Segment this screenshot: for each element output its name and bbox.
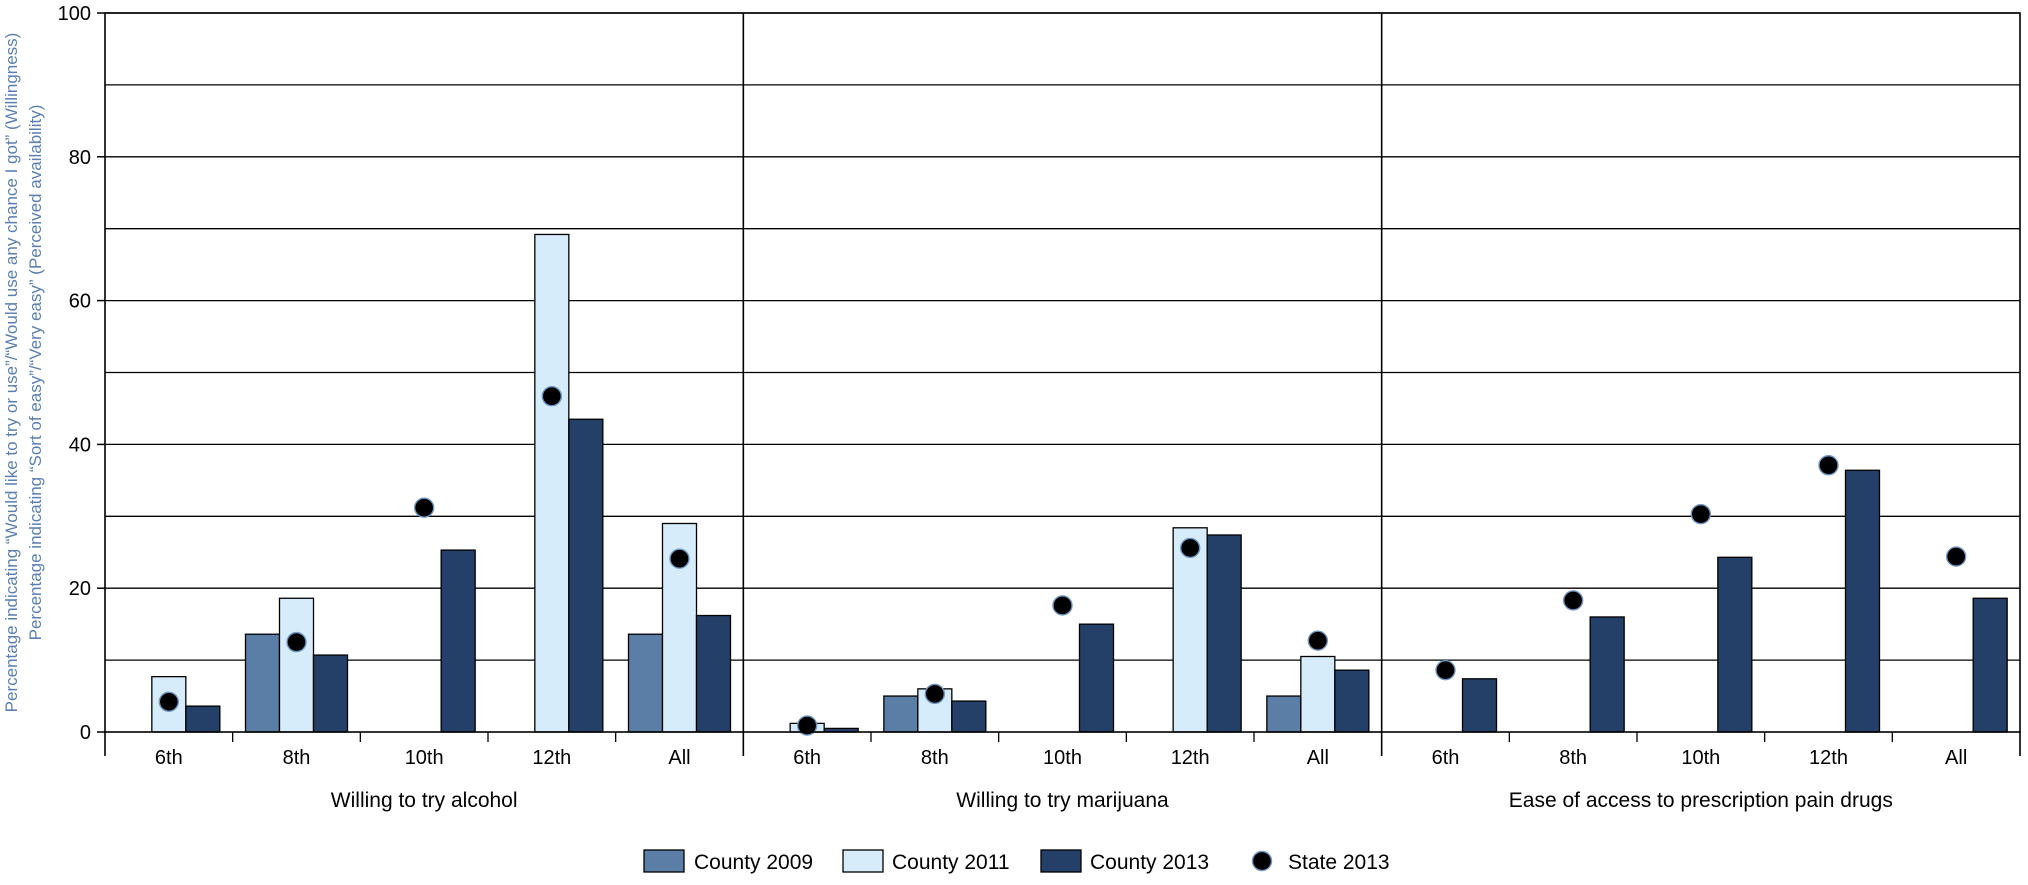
bar: [1589, 616, 1625, 733]
x-category-label: 12th: [532, 747, 571, 769]
x-category-label: 8th: [1559, 747, 1587, 769]
state-dot: [1052, 595, 1073, 616]
legend-swatch: [643, 849, 685, 873]
bar: [627, 633, 664, 733]
state-dot: [1307, 630, 1329, 651]
x-category-label: 6th: [155, 747, 183, 769]
bar: [1206, 534, 1242, 733]
state-dot: [1945, 546, 1967, 567]
bar: [1461, 678, 1498, 733]
legend-dot: [1251, 850, 1273, 872]
y-axis-label-line: Percentage indicating “Would like to try…: [2, 33, 21, 713]
bar: [1172, 527, 1208, 733]
x-category-label: All: [1945, 747, 1967, 769]
plot-border: [104, 12, 2021, 733]
bar: [244, 633, 281, 733]
x-category-label: 12th: [1809, 747, 1848, 769]
state-dot: [1562, 590, 1584, 611]
legend-swatch: [1040, 849, 1082, 873]
bar: [1844, 469, 1881, 733]
state-dot: [924, 683, 946, 705]
y-axis-label: Percentage indicating “Would like to try…: [2, 33, 45, 713]
y-axis: 0 20 40 60 80 100: [58, 3, 105, 744]
legend-label: State 2013: [1288, 851, 1390, 874]
bar: [312, 654, 349, 733]
legend: County 2009 County 2011 County 2013 State 2…: [643, 849, 1390, 874]
x-category-label: 6th: [793, 747, 821, 769]
x-axis: 6th 8th 10th 12th All Willing to try alcohol 6…: [155, 732, 1967, 812]
state-dot: [1435, 659, 1456, 681]
x-category-label: 6th: [1432, 747, 1460, 769]
state-dot: [796, 715, 818, 736]
bar: [1300, 655, 1336, 733]
plot-frame: [104, 12, 2021, 756]
bar: [695, 614, 732, 733]
bar: [185, 705, 221, 733]
bar: [1972, 597, 2008, 733]
x-category-label: 10th: [1043, 747, 1082, 769]
y-tick-label: 60: [69, 291, 91, 313]
x-category-label: 12th: [1171, 747, 1210, 769]
bar: [1266, 695, 1302, 733]
group-label: Ease of access to prescription pain drug…: [1509, 789, 1893, 812]
x-category-label: All: [1307, 747, 1329, 769]
state-dot: [669, 548, 690, 569]
x-category-label: 10th: [1681, 747, 1720, 769]
y-axis-label-line: Percentage indicating “Sort of easy”/“Ve…: [26, 105, 45, 641]
state-dot: [413, 497, 435, 518]
bar: [440, 549, 476, 733]
legend-label: County 2013: [1090, 851, 1209, 874]
group-label: Willing to try marijuana: [956, 789, 1169, 812]
state-dots: [158, 386, 1967, 736]
bar: [278, 597, 315, 733]
x-category-label: 8th: [283, 747, 311, 769]
bar: [1717, 556, 1753, 733]
bar: [1334, 669, 1370, 733]
state-dot: [286, 631, 307, 653]
y-tick-label: 20: [69, 578, 91, 600]
y-tick-label: 0: [80, 722, 91, 744]
bar: [951, 700, 987, 733]
bar: [1078, 623, 1115, 733]
group-label: Willing to try alcohol: [331, 789, 518, 812]
state-dot: [1690, 503, 1712, 525]
legend-label: County 2011: [892, 851, 1010, 874]
y-tick-label: 40: [69, 434, 91, 456]
y-tick-label: 100: [58, 3, 91, 25]
state-dot: [541, 386, 563, 407]
x-category-label: All: [668, 747, 690, 769]
bar: [568, 418, 604, 733]
legend-label: County 2009: [694, 851, 813, 874]
state-dot: [1818, 455, 1839, 476]
bars: [151, 233, 2008, 733]
bar: [883, 695, 919, 733]
y-tick-label: 80: [69, 147, 91, 169]
legend-swatch: [842, 849, 884, 873]
bar: [534, 233, 570, 733]
state-dot: [158, 691, 180, 713]
x-category-label: 10th: [405, 747, 444, 769]
x-category-label: 8th: [921, 747, 949, 769]
state-dot: [1179, 537, 1201, 559]
